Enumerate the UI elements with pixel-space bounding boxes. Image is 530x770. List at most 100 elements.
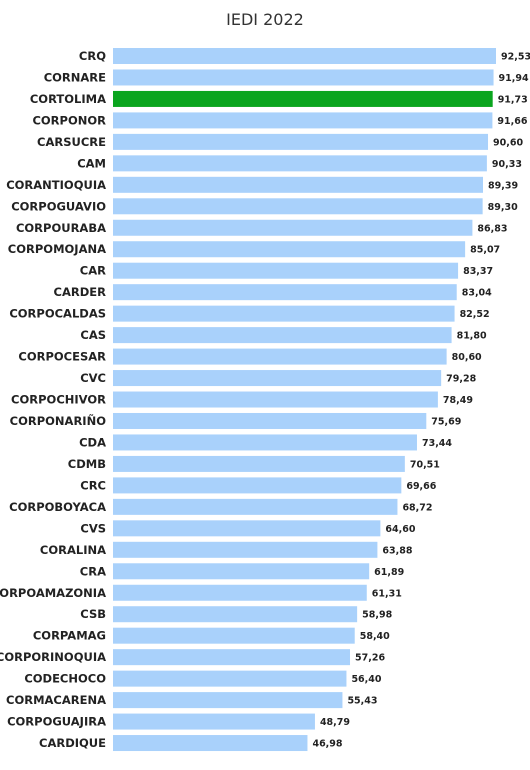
bar-corpoboyaca [113,498,398,515]
bar-cam [113,155,487,172]
bar-cdmb [113,455,405,472]
value-label: 61,89 [374,567,404,578]
category-label: CORPOGUAJIRA [7,715,106,729]
value-label: 48,79 [320,717,350,728]
bar-cornare [113,69,494,86]
bar-corpoguavio [113,198,483,215]
category-label: CORANTIOQUIA [6,178,106,192]
value-label: 75,69 [431,416,461,427]
bar-cvs [113,520,381,537]
bar-corpomojana [113,241,466,258]
value-label: 58,40 [360,631,390,642]
value-label: 64,60 [385,524,415,535]
category-label: CORPOAMAZONIA [0,586,106,600]
bar-corpoguajira [113,713,315,730]
category-label: CORPONOR [32,113,106,127]
value-label: 90,60 [493,137,523,148]
category-label: CORTOLIMA [30,92,106,106]
value-label: 57,26 [355,653,385,664]
value-label: 46,98 [312,739,342,750]
category-label: CORPORINOQUIA [0,650,106,664]
category-label: CARDER [54,285,107,299]
bar-corpochivor [113,391,438,408]
bar-carsucre [113,133,489,150]
value-label: 78,49 [443,395,473,406]
value-label: 83,04 [462,288,492,299]
chart-title: IEDI 2022 [226,10,304,29]
bar-corponor [113,112,493,129]
category-label: CORPOGUAVIO [11,199,106,213]
value-label: 79,28 [446,374,476,385]
value-label: 70,51 [410,459,440,470]
category-label: CORPONARIÑO [10,413,107,428]
value-label: 55,43 [347,696,377,707]
bar-csb [113,606,358,623]
category-label: CORALINA [40,543,106,557]
bar-cas [113,327,452,344]
category-label: CDMB [68,457,106,471]
bar-coralina [113,541,378,558]
category-label: CORPOMOJANA [8,242,106,256]
category-label: CRQ [79,49,106,63]
category-label: CRC [80,478,106,492]
value-label: 82,52 [460,309,490,320]
bar-carder [113,284,457,301]
value-label: 69,66 [406,481,436,492]
category-label: CORPOURABA [16,221,106,235]
bar-corpocesar [113,348,447,365]
value-label: 91,94 [499,73,529,84]
bar-corpouraba [113,219,473,236]
bar-crc [113,477,402,494]
bar-cardique [113,735,308,752]
category-label: CAM [77,156,106,170]
value-label: 86,83 [477,223,507,234]
value-label: 83,37 [463,266,493,277]
category-label: CAS [80,328,106,342]
bar-crq [113,48,496,64]
bar-corpocaldas [113,305,455,322]
bar-corporinoquia [113,649,351,666]
value-label: 91,73 [498,94,528,105]
value-label: 56,40 [351,674,381,685]
category-label: CORPOCHIVOR [11,393,106,407]
value-label: 80,60 [452,352,482,363]
value-label: 89,30 [488,202,518,213]
value-label: 92,53 [501,52,530,63]
value-label: 89,39 [488,180,518,191]
bar-codechoco [113,670,347,687]
category-label: CAR [80,264,106,278]
category-label: CDA [79,435,106,449]
bar-cortolima [113,90,493,107]
category-label: CSB [80,607,106,621]
category-label: CORMACARENA [6,693,106,707]
category-label: CORPOBOYACA [9,500,106,514]
category-label: CVS [80,521,106,535]
category-label: CRA [80,564,106,578]
bar-corantioquia [113,176,483,193]
value-label: 90,33 [492,159,522,170]
bar-corpoamazonia [113,584,367,601]
value-label: 58,98 [362,610,392,621]
category-label: CVC [80,371,106,385]
category-label: CODECHOCO [24,672,106,686]
category-label: CARSUCRE [37,135,106,149]
value-label: 85,07 [470,245,500,256]
bar-cvc [113,370,442,387]
value-label: 68,72 [402,502,432,513]
value-label: 63,88 [382,545,412,556]
value-label: 73,44 [422,438,452,449]
bar-car [113,262,459,279]
bar-corponariño [113,412,427,429]
category-label: CARDIQUE [39,736,106,750]
category-label: CORNARE [44,70,106,84]
category-label: CORPOCALDAS [9,307,106,321]
category-label: CORPOCESAR [18,350,106,364]
bar-corpamag [113,627,355,644]
value-label: 91,66 [497,116,527,127]
value-label: 61,31 [372,588,402,599]
bar-cda [113,434,417,451]
bar-cormacarena [113,692,343,709]
category-label: CORPAMAG [33,629,106,643]
bar-cra [113,563,370,580]
